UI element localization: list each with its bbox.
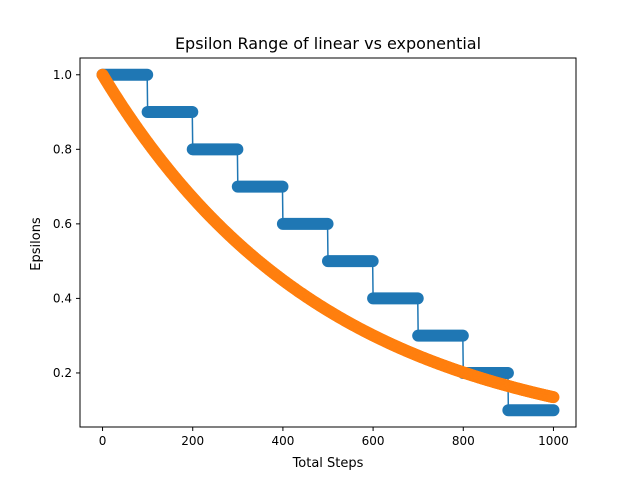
chart-title: Epsilon Range of linear vs exponential: [175, 34, 481, 53]
exponential-series: [96, 68, 560, 404]
x-tick-label: 800: [452, 434, 475, 448]
y-axis-label: Epsilons: [29, 217, 44, 271]
y-tick-label: 0.4: [53, 291, 72, 305]
y-tick-label: 0.8: [53, 142, 72, 156]
x-tick-label: 0: [99, 434, 107, 448]
axes: 0 200 400 600 800 1000 0.2 0.4 0.6 0.8 1.0: [53, 57, 577, 448]
y-tick-label: 0.2: [53, 366, 72, 380]
exponential-point: [547, 391, 560, 404]
axes-frame: [79, 57, 577, 428]
x-tick-label: 400: [271, 434, 294, 448]
x-tick-label: 600: [362, 434, 385, 448]
y-tick-label: 1.0: [53, 68, 72, 82]
x-tick-label: 1000: [538, 434, 569, 448]
plot-area: [96, 68, 560, 417]
y-tick-label: 0.6: [53, 217, 72, 231]
x-axis-label: Total Steps: [292, 456, 364, 471]
x-tick-label: 200: [181, 434, 204, 448]
